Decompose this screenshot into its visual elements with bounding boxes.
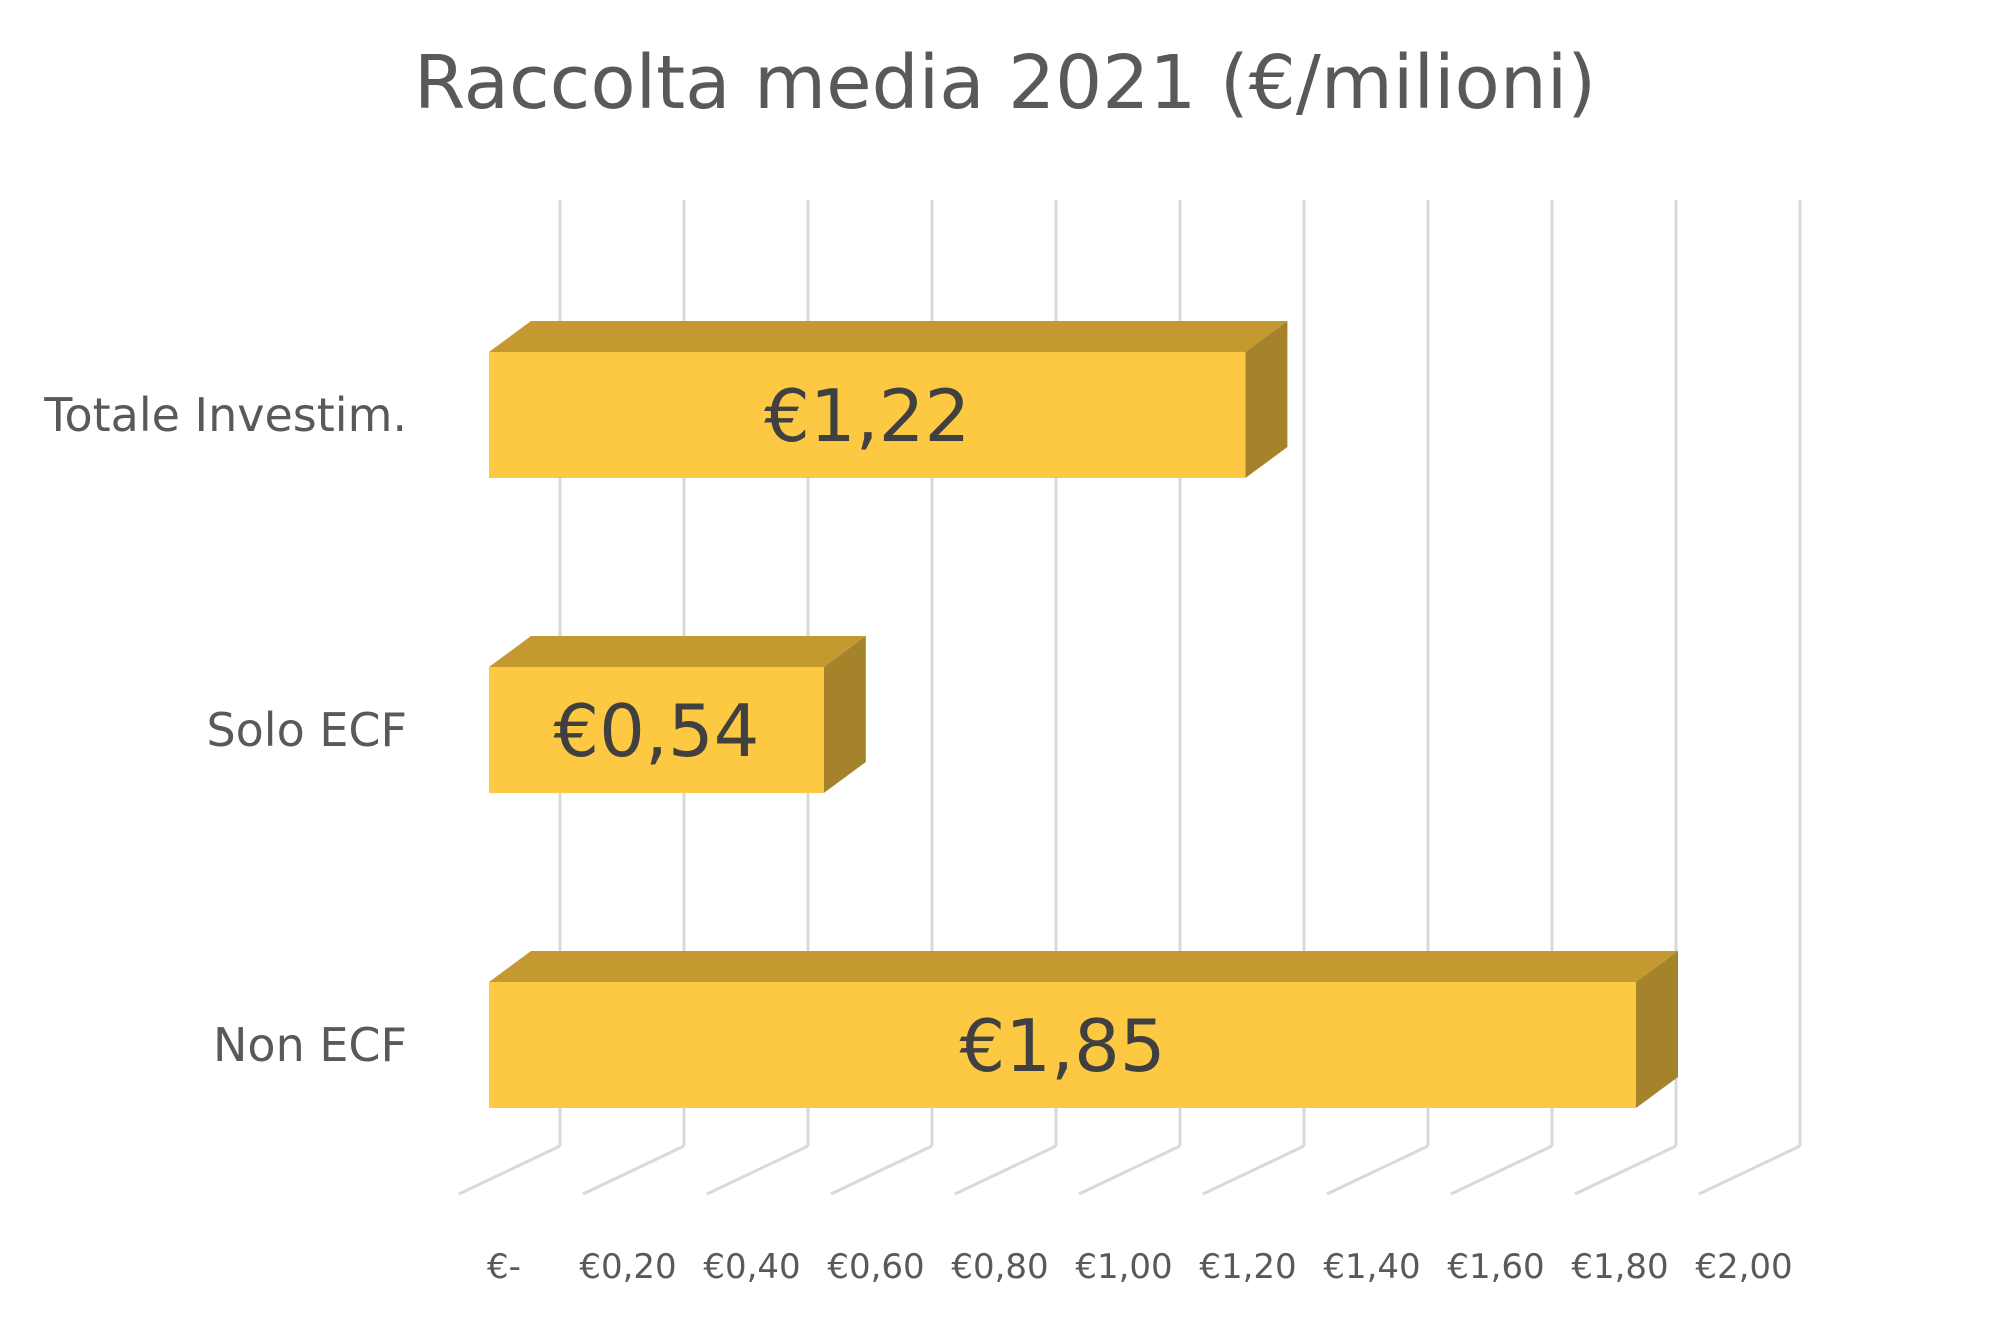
data-label: €0,54: [553, 689, 759, 773]
x-tick-label: €1,80: [1571, 1247, 1668, 1287]
x-tick-label: €-: [487, 1247, 521, 1287]
bar-top-face: [489, 951, 1678, 982]
x-tick-label: €1,60: [1447, 1247, 1544, 1287]
x-tick-label: €2,00: [1695, 1247, 1792, 1287]
bar-side-face: [1636, 951, 1678, 1108]
category-label: Non ECF: [213, 1018, 407, 1072]
x-tick-label: €0,20: [579, 1247, 676, 1287]
floor-gridline: [954, 1144, 1057, 1196]
bar: [489, 667, 824, 793]
x-tick-label: €0,60: [827, 1247, 924, 1287]
x-tick-label: €1,00: [1075, 1247, 1172, 1287]
bar: [489, 352, 1246, 478]
data-label: €1,85: [959, 1004, 1165, 1088]
labels-layer: €- €0,20 €0,40 €0,60 €0,80 €1,00 €1,20 €1,40 €1,…: [43, 374, 1792, 1287]
floor-gridline: [582, 1144, 685, 1196]
x-tick-label: €1,40: [1323, 1247, 1420, 1287]
bar-top-face: [489, 321, 1288, 352]
bar-side-face: [823, 636, 866, 793]
floor-gridline: [1574, 1144, 1677, 1196]
floor-gridline: [458, 1144, 561, 1196]
floor-gridline: [1078, 1144, 1181, 1196]
chart-title: Raccolta media 2021 (€/milioni): [413, 40, 1597, 126]
bar-side-face: [1245, 321, 1288, 478]
x-tick-label: €0,40: [703, 1247, 800, 1287]
floor-gridline: [1450, 1144, 1553, 1196]
category-label: Solo ECF: [206, 703, 407, 757]
bars-layer: [489, 321, 1678, 1108]
floor-gridline: [830, 1144, 933, 1196]
floor-gridline: [706, 1144, 809, 1196]
bar: [489, 982, 1636, 1108]
floor-gridline: [1326, 1144, 1429, 1196]
data-label: €1,22: [764, 374, 970, 458]
category-label: Totale Investim.: [43, 388, 407, 442]
floor-gridline: [1698, 1144, 1801, 1196]
x-tick-label: €0,80: [951, 1247, 1048, 1287]
floor-gridline: [1202, 1144, 1305, 1196]
x-tick-label: €1,20: [1199, 1247, 1296, 1287]
bar-top-face: [489, 636, 866, 667]
